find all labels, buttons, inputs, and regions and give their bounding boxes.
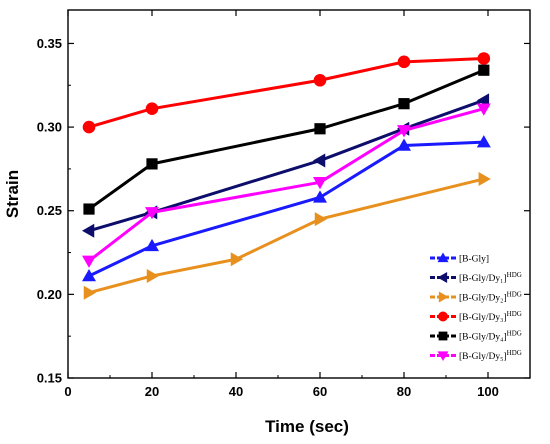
legend-label-superscript: HDG	[507, 310, 522, 318]
x-tick-label: 40	[229, 384, 243, 399]
data-point	[313, 177, 327, 190]
y-tick-label: 0.20	[37, 287, 62, 302]
series-4	[82, 52, 491, 134]
legend-label: [B-Gly/Dy₄]HDG	[459, 330, 522, 343]
data-point	[313, 190, 327, 203]
data-point	[476, 103, 491, 116]
legend-label: [B-Gly/Dy₂]HDG	[459, 291, 522, 304]
y-tick-label: 0.35	[37, 36, 62, 51]
legend-label: [B-Gly/Dy₁]HDG	[459, 271, 522, 284]
x-tick-label: 100	[477, 384, 499, 399]
x-tick-label: 0	[64, 384, 71, 399]
x-axis-title: Time (sec)	[265, 417, 349, 436]
legend-marker	[438, 291, 449, 303]
plot-frame	[67, 9, 531, 379]
legend-label-superscript: HDG	[507, 349, 522, 357]
data-point	[397, 138, 411, 151]
data-point	[83, 203, 95, 215]
legend: [B-Gly] [B-Gly/Dy₁]HDG [B-Gly/Dy₂]HDG [B-Gl…	[430, 252, 522, 362]
data-point	[477, 52, 491, 65]
data-point	[83, 285, 96, 300]
x-tick-label: 20	[145, 384, 159, 399]
data-point	[145, 207, 159, 220]
legend-label: [B-Gly/Dy₃]HDG	[459, 310, 522, 323]
data-point	[146, 158, 158, 170]
y-tick-label: 0.25	[37, 203, 62, 218]
legend-label-superscript: HDG	[507, 271, 522, 279]
data-point	[398, 98, 410, 110]
data-point	[82, 223, 95, 238]
x-tick-label: 60	[313, 384, 327, 399]
legend-marker	[438, 331, 448, 341]
x-tick-label: 80	[397, 384, 411, 399]
data-point	[397, 125, 411, 138]
series-layer	[82, 52, 491, 300]
data-point	[230, 252, 243, 267]
legend-item: [B-Gly/Dy₄]HDG	[430, 330, 522, 343]
axes: 0 20 40 60 80 100 0.15 0.20 0.25 0.30 0.35	[37, 10, 530, 399]
legend-item: [B-Gly]	[430, 252, 489, 265]
series-3	[83, 171, 491, 300]
data-point	[314, 123, 326, 135]
data-point	[313, 73, 327, 87]
legend-label-superscript: HDG	[507, 330, 522, 338]
data-point	[397, 55, 411, 69]
y-tick-label: 0.15	[37, 371, 62, 386]
y-tick-label: 0.30	[37, 120, 62, 135]
series-2	[82, 93, 490, 238]
legend-item: [B-Gly/Dy₃]HDG	[430, 310, 522, 323]
data-point	[478, 171, 491, 186]
legend-item: [B-Gly/Dy₂]HDG	[430, 291, 522, 304]
legend-label: [B-Gly/Dy₅]HDG	[459, 349, 522, 362]
series-5	[83, 64, 490, 215]
legend-label: [B-Gly]	[459, 255, 489, 265]
data-point	[82, 120, 96, 134]
data-point	[313, 153, 326, 168]
legend-item: [B-Gly/Dy₁]HDG	[430, 271, 522, 284]
data-point	[478, 64, 490, 76]
data-point	[146, 268, 159, 283]
legend-label-superscript: HDG	[507, 291, 522, 299]
series-6	[82, 103, 491, 268]
legend-marker	[437, 252, 449, 263]
data-point	[82, 268, 96, 282]
data-point	[476, 135, 491, 148]
series-line	[88, 57, 484, 129]
data-point	[145, 238, 159, 252]
legend-marker	[438, 311, 448, 322]
data-point	[145, 102, 159, 115]
series-line	[88, 107, 485, 263]
series-1	[82, 135, 491, 282]
y-axis-title: Strain	[3, 170, 22, 218]
legend-item: [B-Gly/Dy₅]HDG	[430, 349, 522, 362]
legend-marker	[437, 351, 449, 361]
data-point	[314, 212, 327, 227]
legend-marker	[437, 272, 448, 283]
data-point	[82, 255, 96, 268]
